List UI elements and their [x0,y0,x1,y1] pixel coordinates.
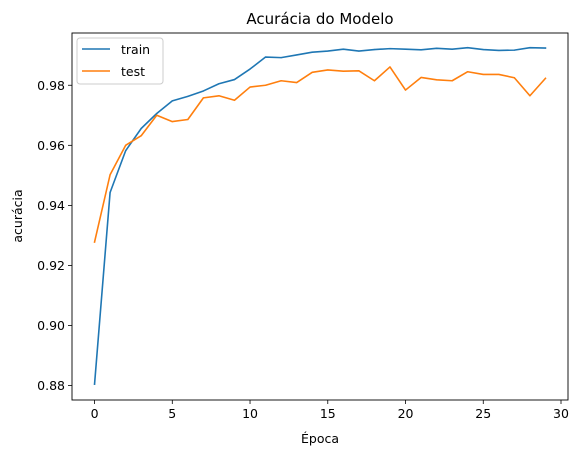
x-tick-label: 15 [320,406,336,421]
data-point-test [467,71,469,73]
data-point-test [529,95,531,97]
plot-frame [71,32,569,401]
legend-train-label: train [121,42,150,57]
data-point-train [93,383,96,385]
data-point-test [109,174,111,176]
y-tick-label: 0.92 [37,258,65,273]
data-point-test [93,241,96,243]
x-tick-label: 25 [475,406,491,421]
series-line-test [93,66,547,243]
data-point-train [109,191,111,194]
x-tick-label: 0 [91,406,99,421]
data-point-test [296,81,298,84]
y-tick-label: 0.98 [37,78,65,93]
data-point-train [436,47,438,49]
data-point-test [513,77,515,79]
data-point-train [482,48,484,51]
data-point-test [373,80,376,82]
y-tick-label: 0.96 [37,138,65,153]
data-point-train [513,49,515,51]
data-point-test [498,73,500,76]
data-point-test [358,70,360,72]
x-tick-label: 5 [168,406,176,421]
data-point-test [264,84,267,86]
data-point-train [280,57,282,59]
y-tick-label: 0.94 [37,198,65,213]
data-point-test [327,69,329,71]
data-point-test [280,80,282,82]
data-point-test [218,95,220,97]
x-tick-label: 20 [398,406,414,421]
data-point-test [140,135,142,137]
data-point-test [420,76,422,79]
data-point-test [202,97,204,99]
x-axis-ticks: 0 5 10 15 20 25 30 [91,400,569,421]
data-point-test [125,144,127,146]
data-point-train [202,90,204,92]
data-point-test [187,118,189,121]
y-tick-label: 0.90 [37,318,65,333]
series-train [93,46,547,385]
data-point-test [404,89,407,91]
legend-test-label: test [121,64,145,79]
data-point-train [451,48,453,50]
y-tick-label: 0.88 [37,378,65,393]
data-point-train [420,49,422,51]
data-point-train [187,95,189,97]
data-point-train [311,51,313,53]
data-point-train [529,47,531,49]
data-point-train [296,54,298,56]
data-point-train [467,47,469,49]
data-point-test [171,120,173,123]
data-point-train [373,48,376,51]
data-point-train [498,49,500,52]
data-point-train [233,78,236,81]
x-axis-label: Época [301,431,339,446]
x-tick-label: 30 [553,406,569,421]
data-point-train [156,112,158,115]
legend: train test [76,37,164,85]
data-point-train [264,56,267,58]
data-point-train [544,47,547,49]
series-layer [93,46,547,385]
data-point-train [125,150,127,152]
data-point-train [249,68,251,70]
series-test [93,66,547,243]
data-point-test [544,77,547,79]
data-point-test [482,73,484,76]
data-point-train [342,48,344,50]
data-point-test [451,80,453,82]
data-point-test [249,86,251,88]
data-point-train [404,48,407,50]
data-point-train [140,127,142,130]
x-tick-label: 10 [242,406,258,421]
data-point-test [233,99,236,101]
data-point-train [389,48,391,50]
data-point-test [311,71,313,73]
data-point-test [342,70,344,72]
series-line-train [93,46,547,385]
data-point-train [327,50,329,52]
y-axis-label: acurácia [10,189,25,242]
data-point-train [171,100,173,102]
data-point-train [358,50,360,52]
data-point-train [218,83,220,85]
data-point-test [389,66,391,68]
chart-title: Acurácia do Modelo [246,10,393,28]
data-point-test [436,79,438,81]
data-point-test [156,114,158,116]
y-axis-ticks: 0.88 0.90 0.92 0.94 0.96 0.98 [37,78,72,393]
